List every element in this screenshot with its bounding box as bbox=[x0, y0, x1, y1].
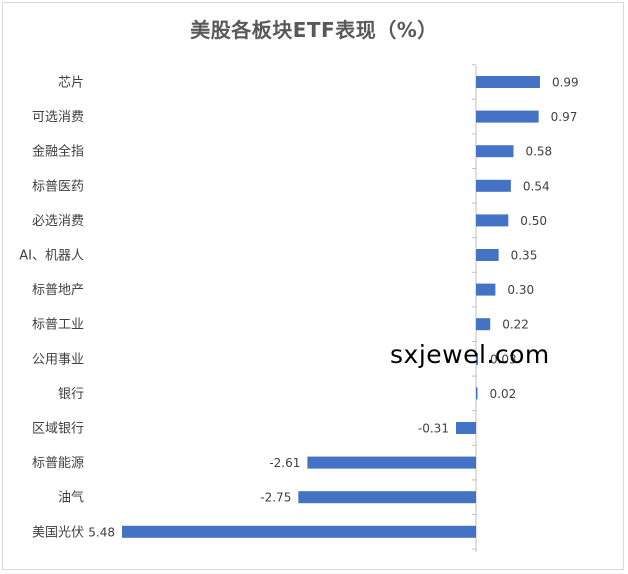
category-label: 美国光伏 bbox=[32, 525, 84, 540]
bar bbox=[307, 456, 476, 469]
value-label: 0.50 bbox=[520, 214, 547, 228]
value-label: 0.97 bbox=[551, 110, 578, 124]
value-label: 0.30 bbox=[507, 283, 534, 297]
category-label: 标普地产 bbox=[32, 283, 84, 298]
category-label: 银行 bbox=[58, 387, 84, 402]
category-label: 公用事业 bbox=[32, 352, 84, 367]
category-label: 区域银行 bbox=[32, 422, 84, 437]
category-label: 标普工业 bbox=[32, 318, 84, 333]
bar bbox=[476, 318, 491, 331]
value-label: 0.35 bbox=[511, 249, 538, 263]
value-label: 0.03 bbox=[490, 352, 517, 366]
value-label: 0.58 bbox=[525, 145, 552, 159]
category-label: 标普医药 bbox=[32, 179, 84, 194]
category-label: 必选消费 bbox=[32, 214, 84, 229]
watermark-text: sxjewel.com bbox=[390, 340, 550, 369]
bar bbox=[476, 76, 540, 88]
bar bbox=[476, 179, 511, 192]
value-label: 0.99 bbox=[552, 76, 579, 90]
value-label: 0.02 bbox=[490, 387, 517, 401]
category-label: AI、机器人 bbox=[19, 249, 84, 264]
bar bbox=[476, 249, 499, 261]
chart-title: 美股各板块ETF表现（%） bbox=[190, 18, 438, 42]
bar bbox=[476, 352, 478, 365]
bar bbox=[298, 491, 476, 504]
value-label: -0.31 bbox=[418, 422, 449, 436]
value-label: 5.48 bbox=[88, 525, 115, 539]
bar bbox=[476, 214, 509, 227]
category-label: 金融全指 bbox=[32, 144, 84, 160]
category-label: 芯片 bbox=[58, 76, 84, 91]
value-label: 0.54 bbox=[523, 179, 550, 193]
category-label: 标普能源 bbox=[32, 456, 84, 471]
bar bbox=[476, 387, 478, 400]
bar bbox=[476, 110, 539, 123]
value-label: -2.75 bbox=[260, 491, 291, 505]
value-label: 0.22 bbox=[502, 318, 529, 332]
bar bbox=[455, 422, 476, 434]
category-label: 可选消费 bbox=[32, 110, 84, 125]
bar bbox=[476, 283, 496, 296]
bar bbox=[121, 525, 476, 538]
bar bbox=[476, 145, 514, 158]
value-label: -2.61 bbox=[269, 456, 300, 470]
category-label: 油气 bbox=[58, 490, 84, 506]
